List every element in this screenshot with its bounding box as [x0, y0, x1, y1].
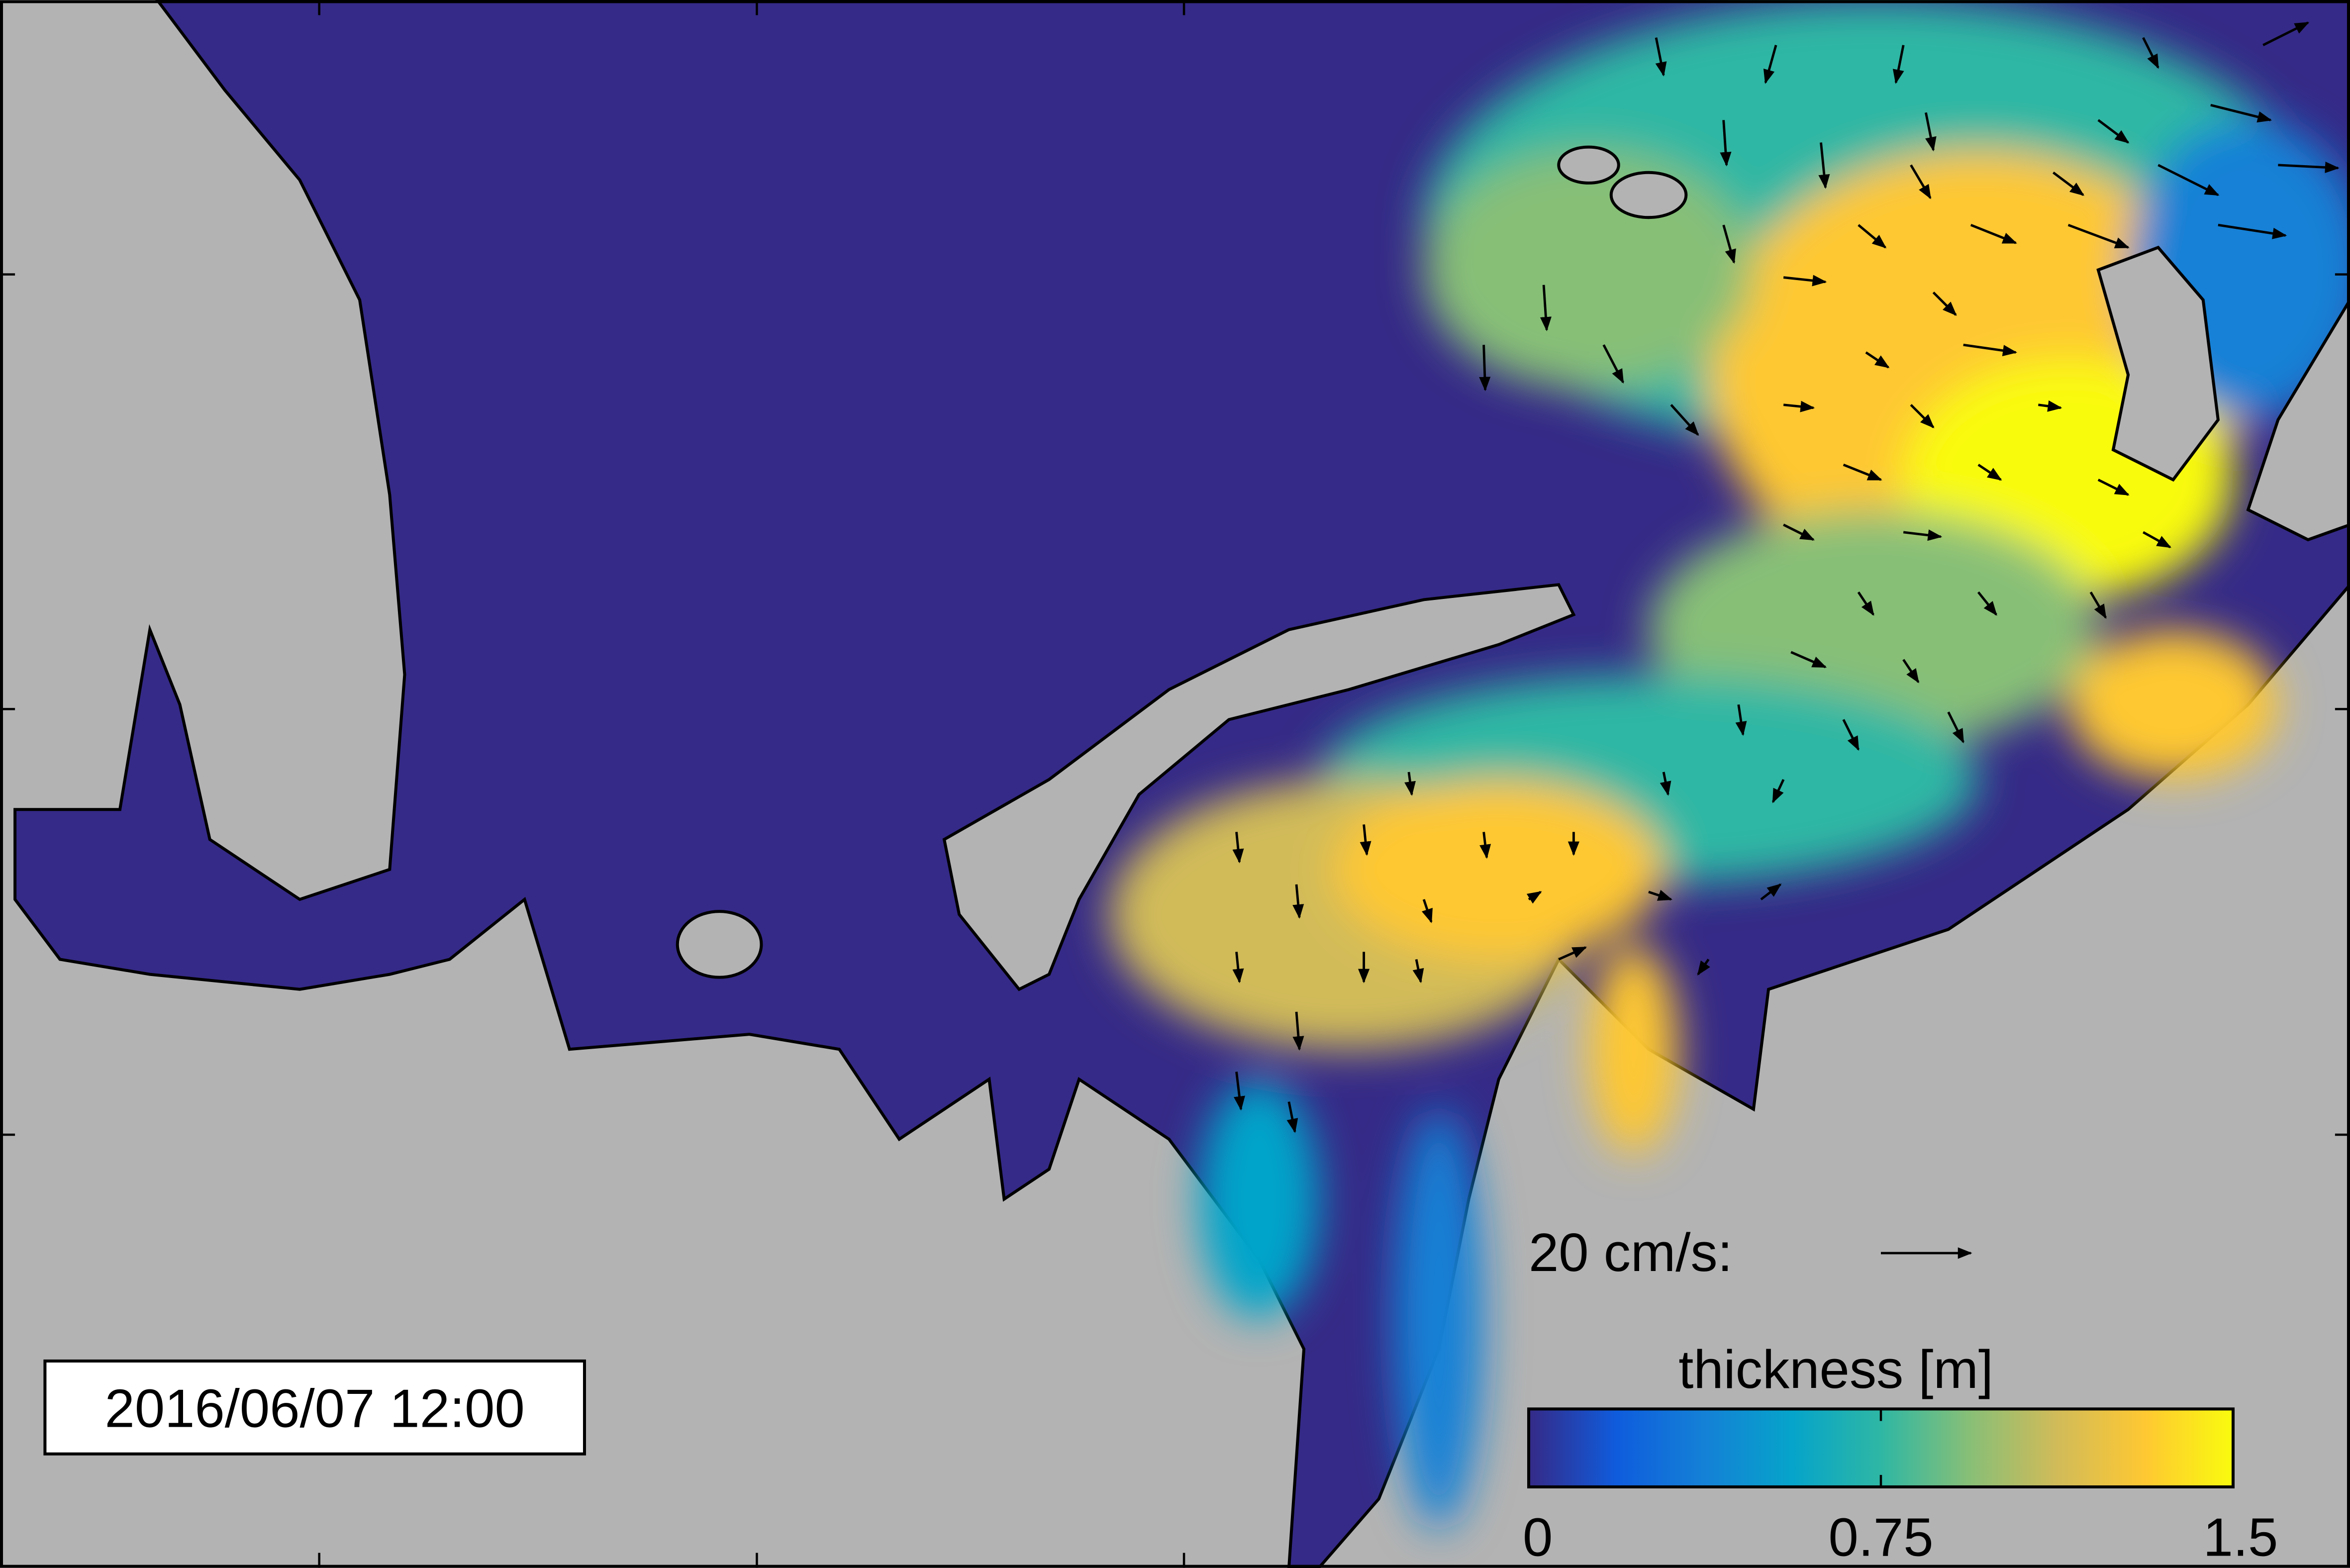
- velocity-arrow: [1655, 37, 1667, 77]
- velocity-arrow: [1783, 400, 1815, 412]
- velocity-arrow: [1412, 959, 1424, 983]
- timestamp: 2016/06/07 12:00: [105, 1378, 525, 1438]
- velocity-arrow: [1292, 884, 1304, 919]
- velocity-arrow: [2097, 479, 2130, 496]
- velocity-arrow: [2053, 171, 2085, 196]
- velocity-arrow: [1910, 164, 1932, 199]
- velocity-arrow: [2262, 21, 2310, 46]
- velocity-arrow: [1977, 464, 2002, 481]
- velocity-arrow: [1479, 832, 1491, 859]
- velocity-arrow: [1763, 45, 1777, 84]
- velocity-arrow: [1232, 952, 1244, 983]
- velocity-arrow: [1790, 651, 1827, 669]
- velocity-arrow: [1783, 523, 1815, 541]
- scale-label: 20 cm/s:: [1529, 1222, 1733, 1282]
- colorbar-tick-label: 0: [1523, 1507, 1553, 1568]
- velocity-arrow: [2143, 531, 2171, 549]
- island: [676, 910, 763, 979]
- velocity-arrow: [1842, 719, 1860, 751]
- velocity-arrow: [1722, 224, 1736, 264]
- velocity-arrow: [1602, 344, 1624, 384]
- velocity-arrow: [2097, 119, 2130, 144]
- velocity-arrow: [1479, 345, 1491, 392]
- velocity-arrow: [2218, 223, 2287, 239]
- velocity-arrow: [1648, 889, 1672, 901]
- colorbar-label: thickness [m]: [1678, 1339, 1993, 1399]
- velocity-arrow: [1360, 824, 1371, 856]
- velocity-arrow: [1735, 704, 1747, 736]
- velocity-arrow: [1970, 224, 2017, 244]
- velocity-arrows: [1232, 21, 2340, 1133]
- velocity-arrow: [1720, 120, 1732, 167]
- velocity-arrow: [2142, 37, 2159, 69]
- velocity-arrow: [2038, 400, 2062, 412]
- velocity-arrow: [1404, 772, 1416, 796]
- velocity-arrow: [1292, 1011, 1304, 1051]
- velocity-arrow: [1526, 890, 1542, 904]
- velocity-arrow: [1963, 343, 2018, 357]
- velocity-arrow: [1286, 1101, 1298, 1133]
- velocity-arrow: [1892, 45, 1905, 84]
- velocity-arrow: [1558, 946, 1587, 961]
- velocity-arrow: [1232, 832, 1244, 864]
- colorbar-tick-label: 0.75: [1828, 1507, 1933, 1568]
- velocity-arrow: [1660, 772, 1671, 796]
- velocity-arrow: [1697, 959, 1710, 976]
- island: [1557, 145, 1620, 185]
- velocity-arrow: [1903, 529, 1943, 541]
- velocity-arrow: [1421, 899, 1433, 923]
- velocity-arrow: [1783, 275, 1827, 287]
- coast: [2246, 297, 2350, 542]
- island: [1609, 171, 1688, 219]
- timestamp-box: [43, 1359, 586, 1456]
- velocity-arrow: [1947, 711, 1964, 744]
- velocity-arrow: [1865, 351, 1890, 369]
- velocity-arrow: [2089, 591, 2107, 619]
- velocity-arrow: [1857, 591, 1874, 616]
- velocity-arrow: [2067, 223, 2130, 249]
- velocity-arrow: [1858, 224, 1887, 249]
- velocity-arrow: [2157, 164, 2220, 196]
- velocity-arrow: [1977, 591, 1997, 616]
- velocity-arrow: [1818, 142, 1830, 189]
- island: [2096, 245, 2220, 482]
- velocity-arrow: [1540, 285, 1552, 332]
- velocity-arrow: [1843, 464, 1882, 481]
- velocity-arrow: [1670, 404, 1699, 436]
- ice: [1109, 0, 2350, 1529]
- peninsula: [942, 583, 1576, 991]
- velocity-arrow: [1902, 659, 1920, 684]
- velocity-arrow: [2278, 161, 2340, 174]
- velocity-arrow: [1925, 112, 1937, 152]
- velocity-arrow: [1760, 883, 1782, 900]
- velocity-arrow: [1233, 1072, 1245, 1111]
- velocity-arrow: [2210, 103, 2272, 123]
- velocity-arrow: [1910, 404, 1935, 429]
- velocity-arrow: [1932, 292, 1957, 316]
- colorbar: [1527, 1407, 2235, 1488]
- velocity-arrow: [1771, 779, 1785, 803]
- colorbar-tick-label: 1.5: [2203, 1507, 2278, 1568]
